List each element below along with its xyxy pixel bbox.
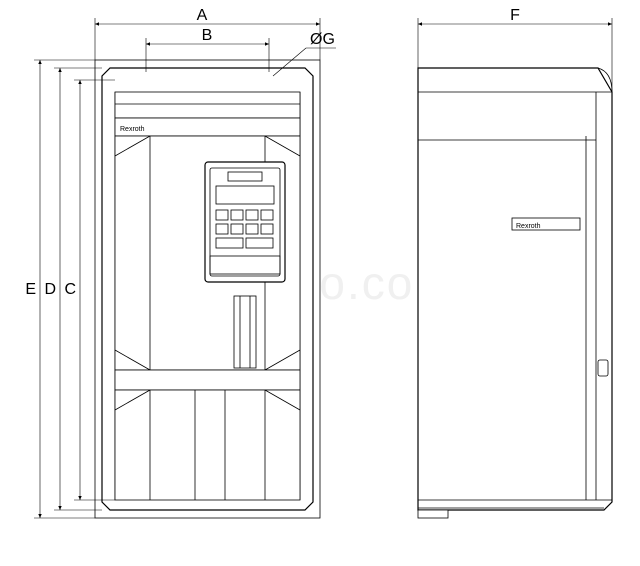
dim-label-e: E	[25, 281, 36, 298]
dim-label-b: B	[202, 27, 213, 44]
front-top-cap	[115, 92, 300, 118]
dim-label-a: A	[197, 7, 208, 24]
dim-label-f: F	[510, 7, 520, 24]
side-view: Rexroth	[418, 68, 612, 518]
drawing-svg: Rexroth	[0, 0, 640, 566]
front-divider	[115, 370, 300, 390]
keypad-module	[205, 162, 285, 282]
front-cable-slot	[234, 296, 256, 368]
dim-label-g: ØG	[310, 31, 335, 48]
front-lower-panel	[115, 390, 300, 500]
dim-label-c: C	[64, 281, 76, 298]
side-latch	[598, 360, 608, 376]
dim-label-d: D	[44, 281, 56, 298]
side-foot	[418, 510, 448, 518]
brand-label-side: Rexroth	[516, 223, 541, 230]
brand-label-front: Rexroth	[120, 126, 145, 133]
